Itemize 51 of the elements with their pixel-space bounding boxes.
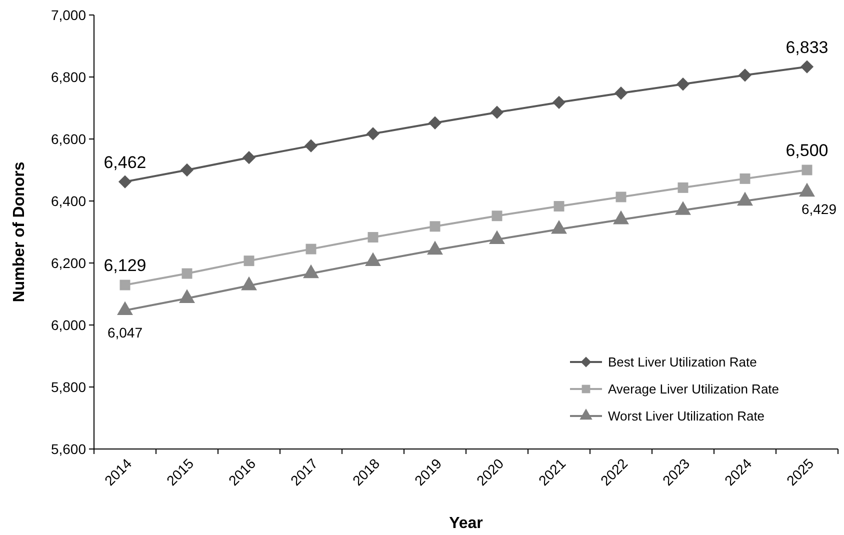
point bbox=[738, 68, 752, 82]
y-tick-label: 6,000 bbox=[50, 316, 86, 333]
legend-label: Worst Liver Utilization Rate bbox=[608, 408, 765, 424]
point bbox=[492, 210, 502, 222]
point bbox=[182, 268, 192, 279]
point bbox=[306, 244, 316, 254]
point bbox=[430, 221, 440, 232]
point bbox=[365, 252, 381, 266]
y-tick-label: 5,600 bbox=[50, 440, 86, 457]
y-axis-title: Number of Donors bbox=[11, 162, 28, 302]
point bbox=[552, 96, 566, 109]
point bbox=[489, 230, 505, 244]
legend-label: Best Liver Utilization Rate bbox=[608, 354, 757, 370]
point bbox=[427, 240, 443, 255]
point bbox=[117, 301, 133, 316]
point bbox=[490, 106, 504, 119]
legend-label: Average Liver Utilization Rate bbox=[608, 382, 780, 397]
data-label: 6,833 bbox=[786, 38, 828, 57]
point bbox=[740, 173, 750, 184]
data-label: 6,047 bbox=[107, 324, 143, 340]
point bbox=[551, 220, 567, 234]
point bbox=[678, 182, 688, 193]
point bbox=[179, 289, 195, 303]
point bbox=[802, 164, 812, 176]
point bbox=[368, 232, 378, 243]
point bbox=[120, 280, 130, 290]
y-tick-label: 7,000 bbox=[50, 6, 86, 23]
y-tick-label: 5,800 bbox=[50, 378, 86, 395]
data-label: 6,129 bbox=[104, 256, 146, 276]
point bbox=[180, 163, 194, 177]
y-tick-label: 6,600 bbox=[50, 130, 86, 147]
point bbox=[242, 151, 256, 164]
point bbox=[428, 116, 442, 130]
y-tick-label: 6,800 bbox=[50, 68, 86, 85]
point bbox=[616, 192, 626, 202]
point bbox=[241, 276, 257, 290]
point bbox=[304, 139, 318, 152]
y-tick-label: 6,400 bbox=[50, 192, 86, 209]
point bbox=[676, 78, 690, 91]
y-tick-label: 6,200 bbox=[50, 254, 86, 271]
point bbox=[244, 256, 254, 266]
point bbox=[118, 175, 132, 188]
point bbox=[366, 127, 380, 140]
point bbox=[614, 86, 628, 100]
data-label: 6,429 bbox=[801, 201, 837, 218]
point bbox=[554, 201, 564, 212]
data-label: 6,500 bbox=[786, 141, 828, 160]
point bbox=[800, 60, 814, 74]
x-axis-title: Year bbox=[449, 515, 483, 532]
data-label: 6,462 bbox=[104, 152, 146, 172]
point bbox=[303, 264, 319, 278]
